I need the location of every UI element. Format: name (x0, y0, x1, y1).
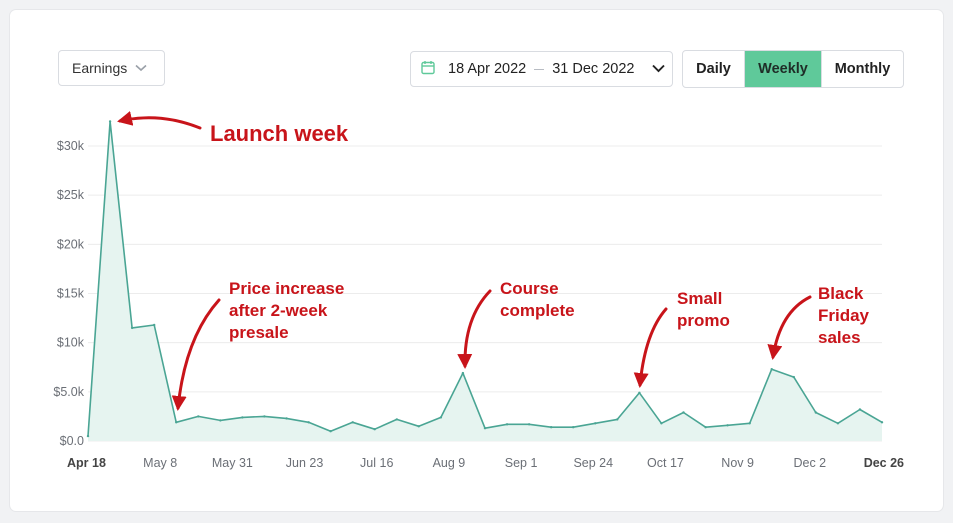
date-to: 31 Dec 2022 (552, 61, 635, 77)
weekly-button[interactable]: Weekly (745, 51, 821, 87)
x-tick-label: Aug 9 (433, 456, 466, 470)
x-tick-label: Sep 24 (573, 456, 613, 470)
daily-button[interactable]: Daily (683, 51, 745, 87)
x-tick-label: Dec 2 (793, 456, 826, 470)
data-point (263, 415, 266, 418)
y-tick-label: $30k (57, 139, 85, 153)
x-tick-label: Apr 18 (67, 456, 106, 470)
x-tick-label: May 31 (212, 456, 253, 470)
data-point (417, 425, 420, 428)
date-range-picker[interactable]: 18 Apr 2022 31 Dec 2022 (410, 51, 673, 87)
data-point (660, 422, 663, 425)
series-line (87, 120, 883, 437)
annotation-arrow (171, 298, 221, 411)
granularity-toggle: Daily Weekly Monthly (682, 50, 904, 88)
y-tick-label: $20k (57, 237, 85, 251)
data-point (439, 416, 443, 419)
metric-dropdown[interactable]: Earnings (58, 50, 165, 86)
x-tick-label: Nov 9 (721, 456, 754, 470)
data-point (770, 368, 773, 371)
data-point (594, 422, 597, 425)
y-tick-label: $15k (57, 287, 85, 301)
data-point (550, 426, 553, 429)
x-tick-label: Oct 17 (647, 456, 684, 470)
annotation-label: sales (818, 328, 861, 347)
data-point (395, 418, 398, 421)
annotation-label: Course (500, 279, 559, 298)
data-point (461, 371, 465, 375)
data-point (836, 422, 840, 425)
data-point (197, 415, 200, 418)
data-point (748, 422, 751, 425)
data-point (373, 428, 376, 431)
annotation-arrow (117, 111, 202, 130)
chevron-down-icon (135, 59, 147, 75)
annotation-label: Launch week (210, 121, 349, 146)
data-point (130, 326, 134, 330)
data-point (351, 421, 354, 424)
x-tick-label: Jun 23 (286, 456, 324, 470)
annotation-label: presale (229, 323, 289, 342)
monthly-button[interactable]: Monthly (821, 51, 903, 87)
data-point (704, 426, 707, 429)
data-point (880, 421, 884, 424)
data-point (86, 434, 90, 438)
y-tick-label: $25k (57, 188, 85, 202)
data-point (616, 418, 619, 421)
date-separator (534, 68, 545, 70)
annotation-label: Small (677, 289, 722, 308)
x-tick-label: Sep 1 (505, 456, 538, 470)
data-point (329, 430, 332, 433)
data-point (572, 426, 575, 429)
data-point (219, 419, 222, 422)
data-point (638, 391, 641, 394)
data-point (792, 375, 795, 379)
x-tick-label: Jul 16 (360, 456, 393, 470)
annotation-label: complete (500, 301, 575, 320)
series-area (88, 121, 882, 442)
y-tick-label: $5.0k (53, 385, 84, 399)
y-tick-label: $10k (57, 336, 85, 350)
annotation-arrow (457, 289, 492, 369)
chevron-down-icon (652, 61, 666, 77)
annotation-label: Friday (818, 306, 870, 325)
data-point (285, 417, 288, 420)
data-point (241, 416, 244, 419)
x-tick-label: May 8 (143, 456, 177, 470)
annotation-label: promo (677, 311, 730, 330)
data-point (307, 421, 310, 424)
annotation-label: Price increase (229, 279, 344, 298)
date-from: 18 Apr 2022 (448, 61, 527, 77)
y-tick-label: $0.0 (60, 434, 84, 448)
data-point (814, 411, 817, 414)
annotation-arrow (767, 295, 812, 360)
x-tick-label: Dec 26 (864, 456, 904, 470)
metric-dropdown-label: Earnings (72, 60, 128, 76)
annotation-label: after 2-week (229, 301, 328, 320)
data-point (153, 323, 156, 327)
annotation-label: Black (818, 284, 864, 303)
calendar-icon (421, 60, 435, 79)
data-point (682, 411, 685, 414)
data-point (483, 427, 487, 430)
data-point (726, 424, 729, 427)
data-point (527, 423, 531, 426)
annotation-arrow (633, 307, 668, 388)
data-point (108, 120, 112, 123)
data-point (505, 423, 509, 426)
data-point (175, 421, 178, 424)
data-point (858, 408, 862, 411)
